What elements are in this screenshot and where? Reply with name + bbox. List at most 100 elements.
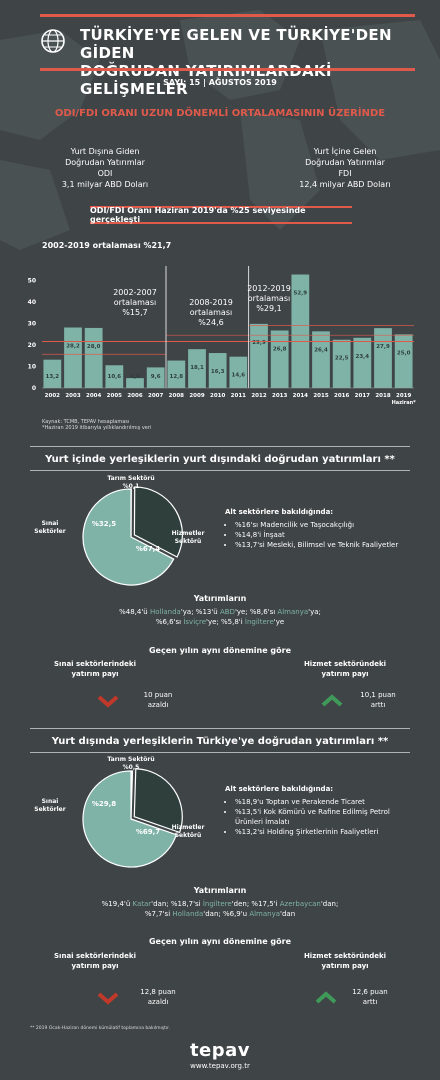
section2-right-change: 12,6 puan arttı [352,988,388,1006]
bar [250,323,268,388]
section1-tarim-label: Tarım Sektörü %0,1 [107,475,155,490]
bar [167,360,186,388]
x-tick-label: 2016 [334,393,349,399]
headline: ODI/FDI ORANI UZUN DÖNEMLİ ORTALAMASININ… [54,108,386,119]
bar-value-label: 12,8 [170,374,184,380]
x-tick-label: 2017 [355,393,370,399]
fdi-stat: Yurt İçine Gelen Doğrudan Yatırımlar FDI 12… [299,147,391,189]
x-tick-label: 2009 [189,393,204,399]
section1-pie-chart [82,486,184,586]
section2-hizmet-label: Hizmetler Sektörü [171,824,205,839]
pie-slice [133,486,184,558]
x-tick-label: 2007 [148,393,163,399]
chart-title: 2002-2019 ortalaması %21,7 [42,241,172,250]
y-tick-label: 10 [28,364,36,371]
section2-rule-bottom [30,752,410,753]
bar-value-label: 13,2 [46,374,60,380]
bar [291,274,310,388]
period-label-2002-2007: 2002-2007 ortalaması %15,7 [113,288,157,317]
bar-value-label: 27,9 [376,344,390,350]
y-tick-label: 30 [28,321,36,328]
list-item: %13,5'i Kok Kömürü ve Rafine Edilmiş Pet… [235,807,410,827]
bar-value-label: 28,2 [66,343,80,349]
x-tick-label: 2002 [45,393,60,399]
bar-value-label: 26,4 [314,347,328,353]
section2-right-heading: Hizmet sektöründeki yatırım payı [303,952,387,970]
x-tick-label: 2004 [86,393,101,399]
bar-value-label: 23,4 [356,354,370,360]
chevron-down-icon [97,695,119,708]
bar [312,331,330,388]
x-tick-label: 2018 [375,393,390,399]
section2-sinai-label: Sınai Sektörler [34,798,66,813]
ratio-bar-chart: 0 10 20 30 40 50 13,2 2002 28,2 2003 28,0 2004 10,6 2… [28,266,417,406]
section2-investment-text: %19,4'ü Katar'dan; %18,7'si İngiltere'de… [101,900,339,918]
bar-value-label: 18,1 [190,365,204,371]
bar-value-label: 10,6 [108,374,122,380]
section1-hizmet-value: %67,4 [135,545,161,553]
section2-title: Yurt dışında yerleşiklerin Türkiye'ye do… [51,736,389,747]
section1-prev-heading: Geçen yılın aynı dönemine göre [148,646,292,655]
chart-source: Kaynak: TCMB, TEPAV hesaplaması *Haziran … [42,419,152,431]
section2-sub-heading: Alt sektörlere bakıldığında: [225,785,334,793]
x-tick-label: 2006 [127,393,142,399]
page-title: TÜRKİYE'YE GELEN VE TÜRKİYE'DEN GİDEN DO… [80,26,392,98]
x-tick-label: 2014 [293,393,308,399]
section2-hizmet-value: %69,7 [135,828,161,836]
list-item: %14,8'i İnşaat [235,530,410,540]
bar [84,327,103,388]
x-tick-label: 2003 [65,393,80,399]
bar [353,337,372,388]
world-map-background [0,10,440,250]
x-tick-label: 2015 [313,393,328,399]
bar [188,349,206,388]
y-tick-label: 40 [28,299,36,306]
bar [374,328,392,388]
section1-sinai-value: %32,5 [91,520,117,528]
section2-tarim-label: Tarım Sektörü %0,5 [107,756,155,771]
pie-slice [133,768,183,834]
section1-title: Yurt içinde yerleşiklerin yurt dışındaki… [45,454,395,465]
y-tick-label: 0 [32,385,36,392]
x-tick-note: Haziran* [392,400,417,406]
bar-value-label: 25,0 [397,350,411,356]
bar [126,378,144,388]
section2-pie-chart [82,768,183,868]
bar [270,330,289,388]
list-item: %13,7'si Mesleki, Bilimsel ve Teknik Faa… [235,540,410,550]
bar [394,334,413,388]
section1-sub-list: %16'sı Madencilik ve Taşocakçılığı %14,8… [225,520,410,550]
bar-value-label: 16,3 [211,369,225,375]
x-tick-label: 2005 [107,393,122,399]
x-tick-label: 2012 [251,393,266,399]
ratio-note: ODI/FDI Oranı Haziran 2019'da %25 seviye… [90,206,352,224]
bar-value-label: 29,9 [252,340,266,346]
section2-prev-heading: Geçen yılın aynı dönemine göre [148,937,292,946]
section1-left-change: 10 puan azaldı [143,691,173,709]
footnote: ** 2019 Ocak-Haziran dönemi kümülatif to… [30,1026,170,1031]
section2-investment-heading: Yatırımların [193,886,247,895]
list-item: %18,9'u Toptan ve Perakende Ticaret [235,797,410,807]
section1-rule-top [30,446,410,447]
header-top-rule [40,14,415,17]
section2-sub-list: %18,9'u Toptan ve Perakende Ticaret %13,… [225,797,410,837]
x-tick-label: 2013 [272,393,287,399]
website-link[interactable]: www.tepav.org.tr [190,1062,250,1070]
bar-value-label: 22,5 [335,356,349,362]
bar-value-label: 26,8 [273,347,287,353]
bar [146,367,165,388]
bar-value-label: 14,6 [232,373,246,379]
section1-right-heading: Hizmet sektöründeki yatırım payı [303,660,387,678]
section1-rule-bottom [30,470,410,471]
section2-left-heading: Sınai sektörlerindeki yatırım payı [54,952,136,970]
period-label-2012-2019: 2012-2019 ortalaması %29,1 [247,284,291,313]
section2-sinai-value: %29,8 [91,800,117,808]
section1-sub-heading: Alt sektörlere bakıldığında: [225,508,334,516]
y-tick-label: 20 [28,342,36,349]
list-item: %16'sı Madencilik ve Taşocakçılığı [235,520,410,530]
chevron-down-icon [97,992,119,1005]
x-tick-label: 2019 [396,393,411,399]
odi-stat: Yurt Dışına Giden Doğrudan Yatırımlar ODI 3… [61,147,149,189]
chevron-up-icon [321,694,343,707]
pie-slice [82,770,178,868]
